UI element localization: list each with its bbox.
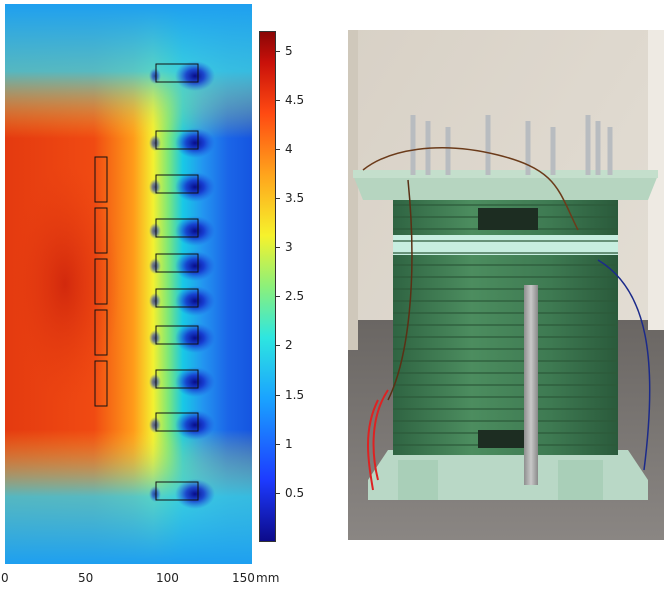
- colorbar-tick-mark: [276, 296, 280, 297]
- coil-prototype-photo: [348, 30, 664, 540]
- colorbar-tick-label: 2: [285, 339, 293, 351]
- colorbar-tick-mark: [276, 444, 280, 445]
- colorbar-tick-label: 3.5: [285, 192, 304, 204]
- x-tick-150: 150: [232, 572, 255, 584]
- colorbar-tick-label: 3: [285, 241, 293, 253]
- colorbar-tick-mark: [276, 395, 280, 396]
- x-tick-50: 50: [78, 572, 93, 584]
- x-tick-100: 100: [156, 572, 179, 584]
- colorbar-tick-label: 5: [285, 45, 293, 57]
- x-axis-unit: mm: [256, 572, 279, 584]
- colorbar-tick-mark: [276, 51, 280, 52]
- colorbar-tick-mark: [276, 345, 280, 346]
- colorbar-tick-mark: [276, 247, 280, 248]
- field-heatmap: [5, 4, 252, 564]
- colorbar-tick-label: 0.5: [285, 487, 304, 499]
- colorbar-tick-mark: [276, 100, 280, 101]
- colorbar-tick-label: 2.5: [285, 290, 304, 302]
- colorbar: [259, 31, 276, 542]
- x-tick-0: 0: [1, 572, 9, 584]
- colorbar-tick-label: 4: [285, 143, 293, 155]
- colorbar-tick-label: 4.5: [285, 94, 304, 106]
- colorbar-tick-mark: [276, 493, 280, 494]
- colorbar-tick-label: 1: [285, 438, 293, 450]
- colorbar-tick-mark: [276, 149, 280, 150]
- steel-ruler: [524, 285, 538, 485]
- colorbar-tick-label: 1.5: [285, 389, 304, 401]
- colorbar-tick-mark: [276, 198, 280, 199]
